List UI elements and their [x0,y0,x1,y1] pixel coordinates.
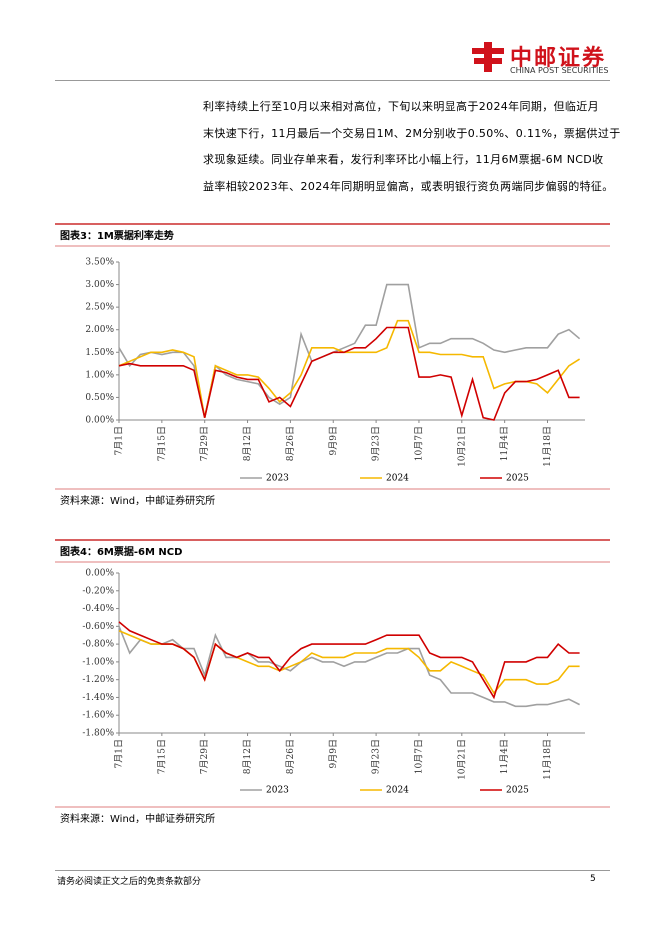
text-line: 利率持续上行至10月以来相对高位，下旬以来明显高于2024年同期，但临近月 [203,100,599,113]
page-number: 5 [590,874,596,884]
x-tick-label: 11月4日 [499,739,510,774]
legend-label: 2025 [506,786,529,796]
x-tick-label: 7月15日 [156,739,167,774]
series-line [118,326,580,421]
logo-cn: 中邮证券 [510,46,607,71]
x-tick-label: 7月29日 [199,739,210,774]
text-line: 末快速下行，11月最后一个交易日1M、2M分别收于0.50%、0.11%，票据供… [203,126,621,140]
x-tick-label: 9月9日 [328,739,339,768]
legend-label: 2023 [266,474,289,484]
footer-rule [55,870,610,871]
x-tick-label: 7月1日 [114,426,125,455]
y-tick-label: -1.20% [82,675,114,685]
y-tick-label: 0.00% [85,569,114,579]
series-line [118,319,581,418]
x-tick-label: 10月21日 [456,426,467,467]
y-tick-label: 1.00% [85,370,114,380]
y-tick-label: 2.00% [85,325,114,335]
y-tick-label: 1.50% [85,348,114,358]
logo-icon [470,40,506,74]
y-tick-label: -1.80% [82,729,114,739]
x-tick-label: 8月12日 [242,739,253,774]
y-tick-label: -0.60% [82,622,114,632]
logo-en: CHINA POST SECURITIES [510,66,609,75]
source: 资料来源：Wind，中邮证券研究所 [60,494,215,507]
logo-graphic [472,42,504,72]
disclaimer: 请务必阅读正文之后的免责条款部分 [57,877,202,887]
series-line [118,621,580,700]
x-tick-label: 7月15日 [156,426,167,461]
legend-label: 2023 [266,786,289,796]
x-tick-label: 10月7日 [413,426,424,461]
y-tick-label: 0.00% [85,416,114,426]
y-tick-label: -0.20% [82,586,114,596]
series-line [118,283,581,418]
y-tick-label: -0.80% [82,640,114,650]
figure-title: 图表4：6M票据-6M NCD [60,545,182,558]
paragraph: 利率持续上行至10月以来相对高位，下旬以来明显高于2024年同期，但临近月 末快… [203,94,621,200]
legend-label: 2024 [386,786,409,796]
y-tick-label: 2.50% [85,303,114,313]
text-line: 益率相较2023年、2024年同期明显偏高，或表明银行资负两端同步偏弱的特征。 [203,179,614,193]
y-tick-label: 0.50% [85,393,114,403]
x-tick-label: 11月18日 [542,739,553,780]
source: 资料来源：Wind，中邮证券研究所 [60,812,215,825]
legend-label: 2025 [506,474,529,484]
x-tick-label: 9月23日 [371,739,382,774]
x-tick-label: 9月23日 [371,426,382,461]
logo-shape [472,42,504,72]
x-tick-label: 7月29日 [199,426,210,461]
header-rule [55,80,610,81]
y-tick-label: 3.50% [85,258,114,268]
y-tick-label: 3.00% [85,280,114,290]
x-tick-label: 10月7日 [413,739,424,774]
text-line: 求现象延续。同业存单来看，发行利率环比小幅上行，11月6M票据-6M NCD收 [203,153,604,166]
x-tick-label: 8月26日 [285,739,296,774]
y-tick-label: -1.00% [82,657,114,667]
y-tick-label: -1.60% [82,711,114,721]
x-tick-label: 7月1日 [114,739,125,768]
x-tick-label: 10月21日 [456,739,467,780]
y-tick-label: -1.40% [82,693,114,703]
legend-label: 2024 [386,474,409,484]
figure-title: 图表3：1M票据利率走势 [60,229,174,242]
x-tick-label: 11月18日 [542,426,553,467]
x-tick-label: 8月26日 [285,426,296,461]
series-line [118,626,580,708]
x-tick-label: 8月12日 [242,426,253,461]
x-tick-label: 9月9日 [328,426,339,455]
y-tick-label: -0.40% [82,604,114,614]
x-tick-label: 11月4日 [499,426,510,461]
